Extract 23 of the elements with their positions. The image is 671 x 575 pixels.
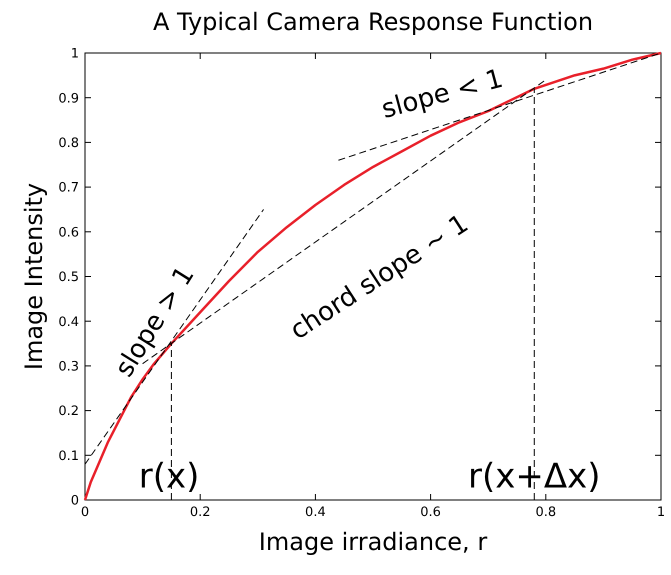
y-tick-label: 0.4 <box>58 314 79 330</box>
x-tick-label: 0 <box>80 505 90 520</box>
y-tick-label: 1 <box>70 46 79 62</box>
y-tick-label: 0.9 <box>58 91 79 106</box>
x-tick-label: 1 <box>656 505 666 520</box>
y-tick-label: 0.5 <box>58 270 79 286</box>
x-tick-label: 0.6 <box>420 505 441 520</box>
y-axis-title: Image Intensity <box>20 182 48 370</box>
y-tick-label: 0.1 <box>58 448 79 464</box>
annotation: slope < 1 <box>378 64 506 125</box>
y-tick-label: 0.2 <box>58 404 79 420</box>
y-tick-label: 0.3 <box>58 359 79 374</box>
x-tick-label: 0.2 <box>190 505 211 520</box>
y-tick-label: 0 <box>70 494 79 509</box>
x-axis-title: Image irradiance, r <box>258 528 488 556</box>
y-tick-label: 0.7 <box>58 180 79 196</box>
chart-title: A Typical Camera Response Function <box>152 8 594 36</box>
y-tick-label: 0.6 <box>58 225 79 240</box>
annotation: r(x) <box>138 456 200 496</box>
x-tick-label: 0.4 <box>305 505 326 520</box>
y-tick-label: 0.8 <box>58 136 79 151</box>
annotation: r(x+Δx) <box>468 456 601 496</box>
x-tick-label: 0.8 <box>535 505 556 520</box>
